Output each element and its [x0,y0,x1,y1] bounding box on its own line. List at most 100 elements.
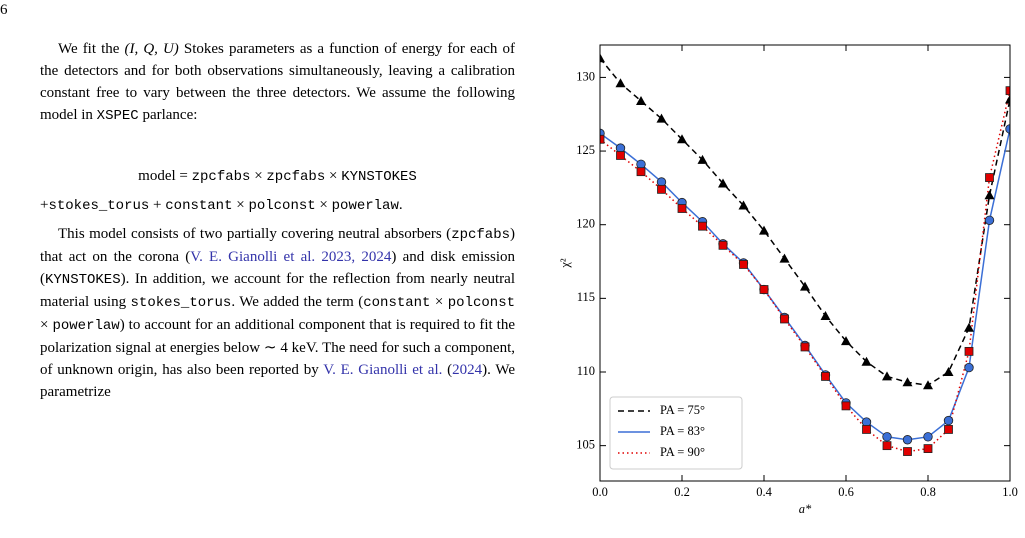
code: zpcfabs [451,227,510,243]
code: stokes_torus [130,295,232,311]
code: KYNSTOKES [341,169,417,185]
data-point [923,380,933,390]
text: . We added the term ( [231,294,364,310]
code: polconst [447,295,515,311]
data-point [657,184,666,194]
text: This model consists of two partially cov… [58,226,452,242]
data-point [759,285,769,294]
data-point [800,342,810,352]
data-point [882,371,892,381]
data-point [820,311,831,321]
text: + [149,197,166,213]
code: constant [363,295,431,311]
text-column: We fit the (I, Q, U) Stokes parameters a… [40,38,515,403]
data-point [841,336,851,346]
citation[interactable]: V. E. Gianolli et al. [323,362,443,378]
data-point [656,113,667,123]
data-point [985,173,994,182]
text: × [40,317,53,333]
code: polconst [248,198,316,214]
data-point [902,377,913,387]
legend-label: PA = 83° [660,424,705,438]
citation[interactable]: 2024 [452,362,483,378]
code: KYNSTOKES [45,272,121,288]
data-point [780,314,789,324]
text: We fit the [58,41,125,57]
citation[interactable]: V. E. Gianolli et al. 2023, 2024 [190,249,392,265]
text: + [40,197,49,213]
plot-area [600,53,1010,456]
data-point [600,53,605,63]
text: ) to account for an additional component… [40,317,515,378]
data-point [964,362,974,373]
data-point [984,215,995,225]
data-point [862,425,871,434]
code: zpcfabs [266,169,326,185]
data-point [759,225,769,235]
y-axis-label: χ² [558,258,572,269]
data-point [943,367,954,376]
data-point [800,281,810,291]
data-point [600,134,605,144]
paragraph: This model consists of two partially cov… [40,223,515,403]
code: constant [165,198,233,214]
text: × [430,294,448,310]
data-point [902,435,913,445]
data-point [718,240,728,250]
data-point [616,151,625,160]
code: stokes_torus [48,198,150,214]
data-point [943,415,954,426]
data-point [903,447,912,456]
data-point [984,190,995,200]
code: XSPEC [96,108,139,124]
text: ). We parametrize [40,362,516,400]
legend-label: PA = 75° [660,403,705,417]
data-point [697,154,708,164]
data-point [944,425,953,434]
data-point [738,200,749,210]
data-point [636,95,646,105]
y-tick-label: 120 [576,217,595,231]
text: ). In addition, we account for the refle… [40,271,515,310]
equation: model = zpcfabs × zpcfabs × KYNSTOKES [40,165,515,188]
data-point [964,346,974,356]
data-point [964,322,974,332]
x-tick-label: 0.4 [756,485,772,499]
text: × [325,168,342,184]
data-point [636,167,646,177]
text: ) that act on the corona ( [40,226,515,265]
x-tick-label: 0.8 [920,485,936,499]
legend-box [609,396,743,470]
text: parlance: [138,107,198,123]
data-point [677,204,687,213]
x-tick-label: 0.6 [838,485,854,499]
data-point [861,356,872,366]
text: ( [442,362,453,378]
series-line [600,57,1010,387]
text: model = [138,168,192,184]
code: powerlaw [331,198,399,214]
legend-label: PA = 90° [660,445,705,459]
text: Stokes parameters as a function of energ… [40,41,515,123]
text: ) and disk emission ( [40,249,515,287]
math: (I, Q, U) [124,41,179,57]
data-point [841,401,851,411]
data-point [882,441,892,451]
text: × [232,197,249,213]
data-point [923,444,933,453]
data-point [615,78,626,88]
text: × [315,197,332,213]
data-point [718,178,728,188]
y-tick-label: 125 [576,143,595,157]
data-point [1005,124,1010,134]
x-tick-label: 0.0 [592,485,608,499]
y-tick-label: 105 [576,438,595,452]
paragraph: We fit the (I, Q, U) Stokes parameters a… [40,38,515,127]
text: . [398,197,403,213]
equation: +stokes_torus + constant × polconst × po… [40,194,515,217]
data-point [739,260,748,269]
data-point [821,372,830,381]
page-number: 6 [0,2,8,18]
code: powerlaw [52,318,120,334]
